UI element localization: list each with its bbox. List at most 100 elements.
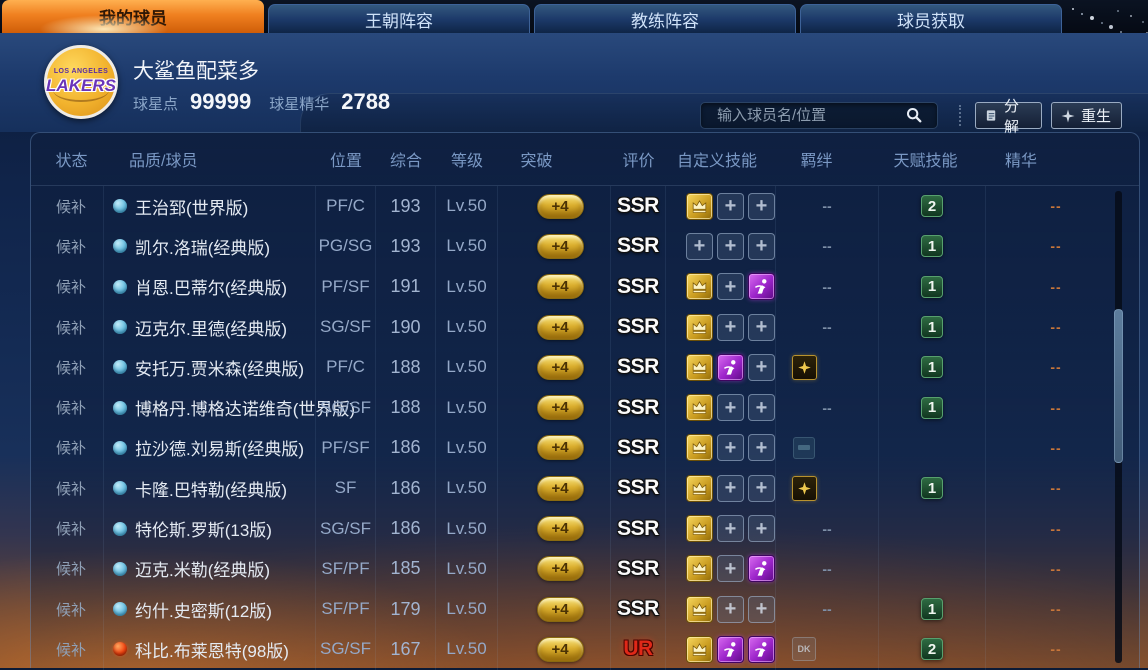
essence-dash: -- xyxy=(1050,399,1062,416)
skill-slot-empty[interactable]: + xyxy=(717,192,744,220)
skill-slot-empty[interactable]: + xyxy=(748,232,775,260)
bond-badge-dk[interactable]: DK xyxy=(792,637,816,662)
position-cell: SF/PF xyxy=(316,588,376,630)
table-row[interactable]: 候补 肖恩.巴蒂尔(经典版) PF/SF 191 Lv.50 +4 SSR + -- 1 -- xyxy=(31,266,1139,307)
skill-slot-empty[interactable]: + xyxy=(748,595,775,623)
level-text: Lv.50 xyxy=(446,558,487,578)
overall-text: 188 xyxy=(390,356,421,377)
skill-slot-empty[interactable]: + xyxy=(717,515,744,543)
player-name: 安托万.贾米森(经典版) xyxy=(135,359,305,379)
col-header-quality-player: 品质/球员 xyxy=(129,153,198,170)
skill-slot-gold[interactable] xyxy=(686,192,713,220)
skill-slot-gold[interactable] xyxy=(686,313,713,341)
bond-empty-dash: -- xyxy=(822,198,832,215)
talent-cell xyxy=(879,508,986,549)
skill-slot-gold[interactable] xyxy=(686,635,713,663)
skill-slot-empty[interactable]: + xyxy=(748,394,775,422)
skill-slot-empty[interactable]: + xyxy=(748,474,775,502)
skill-slot-gold[interactable] xyxy=(686,515,713,543)
status-text: 候补 xyxy=(55,440,86,458)
rating-badge: UR xyxy=(623,637,653,661)
table-row[interactable]: 候补 特伦斯.罗斯(13版) SG/SF 186 Lv.50 +4 SSR + + -- -- xyxy=(31,508,1139,549)
col-header-custom-skills: 自定义技能 xyxy=(676,153,757,170)
skill-slot-purple[interactable] xyxy=(748,555,775,583)
skill-slot-purple[interactable] xyxy=(717,353,744,381)
skill-slot-empty[interactable]: + xyxy=(748,313,775,341)
position-text: SG/SF xyxy=(319,317,371,337)
overall-cell: 167 xyxy=(376,629,436,670)
skill-slot-purple[interactable] xyxy=(748,635,775,663)
skill-slot-empty[interactable]: + xyxy=(686,232,713,260)
talent-cell: 1 xyxy=(879,226,986,267)
bond-cell xyxy=(776,427,879,469)
table-row[interactable]: 候补 安托万.贾米森(经典版) PF/C 188 Lv.50 +4 SSR +1 -- xyxy=(31,347,1139,388)
rebirth-button[interactable]: 重生 xyxy=(1051,102,1122,129)
star-essence-label: 球星精华 xyxy=(269,96,330,113)
tab-label: 球员获取 xyxy=(897,11,965,31)
star-points-label: 球星点 xyxy=(133,96,179,113)
skill-slot-empty[interactable]: + xyxy=(748,353,775,381)
skill-slot-empty[interactable]: + xyxy=(717,394,744,422)
level-text: Lv.50 xyxy=(446,437,487,457)
essence-dash: -- xyxy=(1050,520,1062,537)
skill-slot-empty[interactable]: + xyxy=(717,555,744,583)
tab-my-players[interactable]: 我的球员 xyxy=(2,0,264,33)
table-row[interactable]: 候补 迈克尔.里德(经典版) SG/SF 190 Lv.50 +4 SSR + + -- 1 -- xyxy=(31,306,1139,348)
bond-badge-gold[interactable] xyxy=(791,354,817,380)
table-row[interactable]: 候补 博格丹.博格达诺维奇(世界版) SG/SF 188 Lv.50 +4 SSR + + -- 1… xyxy=(31,387,1139,428)
skill-slot-empty[interactable]: + xyxy=(748,515,775,543)
table-row[interactable]: 候补 拉沙德.刘易斯(经典版) PF/SF 186 Lv.50 +4 SSR + + -- xyxy=(31,427,1139,469)
skill-slot-empty[interactable]: + xyxy=(717,595,744,623)
breakthrough-cell: +4 xyxy=(498,548,611,589)
skill-slot-gold[interactable] xyxy=(686,595,713,623)
status-text: 候补 xyxy=(55,561,86,579)
decompose-button[interactable]: 分解 xyxy=(975,98,1042,136)
skill-slot-gold[interactable] xyxy=(686,353,713,381)
table-row[interactable]: 候补 凯尔.洛瑞(经典版) PG/SG 193 Lv.50 +4 SSR + + + -- 1 -- xyxy=(31,226,1139,267)
skill-slot-empty[interactable]: + xyxy=(717,313,744,341)
tab-coach-lineup[interactable]: 教练阵容 xyxy=(534,4,796,33)
table-row[interactable]: 候补 王治郅(世界版) PF/C 193 Lv.50 +4 SSR + + -- 2 -- xyxy=(31,186,1139,227)
skill-slot-gold[interactable] xyxy=(686,273,713,301)
search-icon[interactable] xyxy=(905,106,923,124)
player-cell: 特伦斯.罗斯(13版) xyxy=(104,508,316,549)
skill-slot-empty[interactable]: + xyxy=(748,192,775,220)
skill-slot-purple[interactable] xyxy=(748,273,775,301)
skill-slot-empty[interactable]: + xyxy=(748,434,775,462)
position-cell: SG/SF xyxy=(316,629,376,670)
bond-badge-gold[interactable] xyxy=(791,475,817,501)
breakthrough-badge: +4 xyxy=(536,193,584,219)
skill-slot-purple[interactable] xyxy=(717,635,744,663)
table-row[interactable]: 候补 科比.布莱恩特(98版) SG/SF 167 Lv.50 +4 UR DK 2 -- xyxy=(31,629,1139,670)
skill-slot-gold[interactable] xyxy=(686,394,713,422)
tab-player-acquire[interactable]: 球员获取 xyxy=(800,4,1062,33)
table-row[interactable]: 候补 迈克.米勒(经典版) SF/PF 185 Lv.50 +4 SSR + -- -- xyxy=(31,548,1139,589)
essence-dash: -- xyxy=(1050,601,1062,618)
skill-slot-empty[interactable]: + xyxy=(717,273,744,301)
skill-slot-gold[interactable] xyxy=(686,474,713,502)
player-cell: 约什.史密斯(12版) xyxy=(104,588,316,630)
rating-cell: SSR xyxy=(611,387,666,428)
skill-slot-empty[interactable]: + xyxy=(717,232,744,260)
level-cell: Lv.50 xyxy=(436,306,498,348)
talent-cell: 2 xyxy=(879,186,986,227)
skill-slot-gold[interactable] xyxy=(686,555,713,583)
rating-cell: SSR xyxy=(611,306,666,348)
skill-slot-gold[interactable] xyxy=(686,434,713,462)
rating-cell: SSR xyxy=(611,548,666,589)
status-cell: 候补 xyxy=(31,347,104,388)
bond-badge-faint[interactable] xyxy=(793,436,815,459)
position-cell: SF/PF xyxy=(316,548,376,589)
essence-cell: -- xyxy=(986,267,1126,307)
tab-dynasty-lineup[interactable]: 王朝阵容 xyxy=(268,4,530,33)
skills-cell xyxy=(666,629,776,670)
skill-slot-empty[interactable]: + xyxy=(717,434,744,462)
overall-text: 193 xyxy=(390,195,421,216)
scrollbar-thumb[interactable] xyxy=(1114,309,1123,463)
skill-slot-empty[interactable]: + xyxy=(717,474,744,502)
level-cell: Lv.50 xyxy=(436,508,498,549)
rating-badge: SSR xyxy=(617,234,659,258)
table-row[interactable]: 候补 约什.史密斯(12版) SF/PF 179 Lv.50 +4 SSR + + -- 1 -- xyxy=(31,588,1139,630)
search-input[interactable] xyxy=(700,102,938,129)
table-row[interactable]: 候补 卡隆.巴特勒(经典版) SF 186 Lv.50 +4 SSR + +1 -- xyxy=(31,468,1139,509)
